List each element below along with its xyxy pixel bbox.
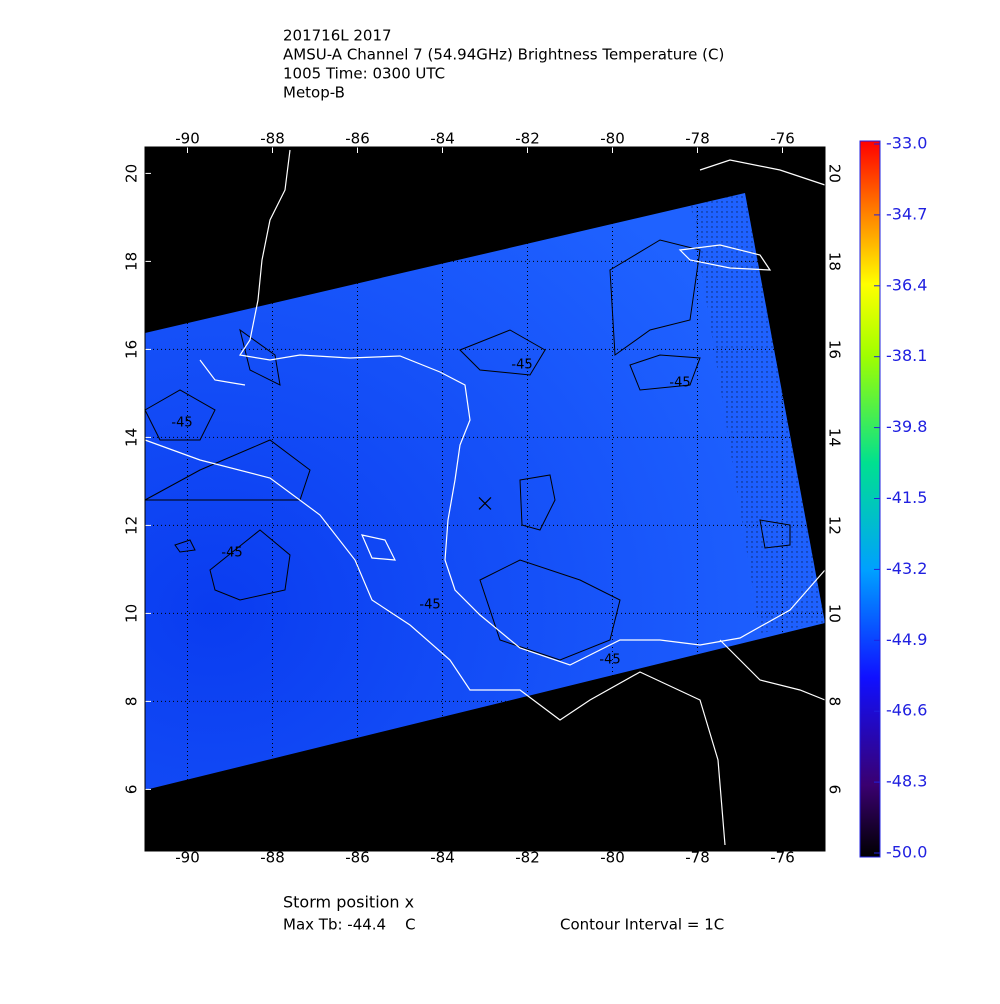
x-tick-label: -86 [345,130,370,148]
colorbar-tick-label: -34.7 [886,204,927,223]
colorbar-tick-label: -41.5 [886,488,927,507]
storm-position: Storm position x [283,893,414,912]
x-tick-label: -76 [770,849,795,867]
colorbar-tick-label: -39.8 [886,417,927,436]
colorbar-tick-label: -48.3 [886,772,927,791]
contour-label: -45 [511,358,532,373]
contour-label: -45 [171,416,192,431]
colorbar-tick-label: -33.0 [886,134,927,153]
y-tick-label: 20 [123,164,141,183]
y-tick-label: 14 [826,428,844,447]
swath [145,193,825,790]
x-tick-label: -86 [345,849,370,867]
colorbar-tick-label: -50.0 [886,843,927,862]
x-tick-label: -90 [175,130,200,148]
y-tick-label: 14 [123,428,141,447]
x-tick-label: -88 [260,130,285,148]
x-tick-label: -76 [770,130,795,148]
colorbar-tick-label: -43.2 [886,559,927,578]
footer: Storm position x Max Tb: -44.4 C Contour… [283,893,724,934]
x-tick-label: -80 [600,849,625,867]
y-tick-label: 10 [123,604,141,623]
contour-interval: Contour Interval = 1C [560,916,724,934]
coastlines [144,149,826,846]
x-tick-label: -82 [515,849,540,867]
y-tick-label: 6 [123,785,141,795]
colorbar-tick-label: -36.4 [886,275,927,294]
contour-label: -45 [419,598,440,613]
x-tick-label: -84 [430,130,455,148]
y-tick-label: 20 [826,164,844,183]
x-tick-label: -78 [685,849,710,867]
x-tick-label: -84 [430,849,455,867]
max-tb: Max Tb: -44.4 C [283,916,416,934]
y-tick-label: 6 [826,785,844,795]
storm-position [478,496,492,510]
contours [144,239,791,661]
y-tick-label: 12 [123,516,141,535]
grid: -90 -90 -88 -88 -86 -86 -84 -84 -82 -82 -80 -80 -78 -… [123,130,844,867]
contour-labels: -45 -45 -45 -45 -45 -45 [171,358,690,668]
colorbar-tick-label: -38.1 [886,346,927,365]
colorbar-tick-label: -46.6 [886,701,927,720]
y-tick-label: 18 [826,252,844,271]
title-line: 1005 Time: 0300 UTC [283,65,445,83]
title-line: 201716L 2017 [283,27,392,45]
contour-label: -45 [599,653,620,668]
y-tick-label: 16 [826,340,844,359]
title-line: Metop-B [283,84,345,102]
x-tick-label: -88 [260,849,285,867]
y-tick-label: 16 [123,340,141,359]
contour-label: -45 [221,546,242,561]
x-tick-label: -90 [175,849,200,867]
y-tick-label: 18 [123,252,141,271]
x-tick-label: -82 [515,130,540,148]
swath-edge [690,193,825,633]
y-tick-label: 10 [826,604,844,623]
y-tick-label: 12 [826,516,844,535]
y-tick-label: 8 [123,697,141,707]
map-frame [144,146,826,852]
title-line: AMSU-A Channel 7 (54.94GHz) Brightness T… [283,46,724,64]
x-tick-label: -80 [600,130,625,148]
contour-label: -45 [669,376,690,391]
colorbar-tick-label: -44.9 [886,630,927,649]
x-tick-label: -78 [685,130,710,148]
y-tick-label: 8 [826,697,844,707]
